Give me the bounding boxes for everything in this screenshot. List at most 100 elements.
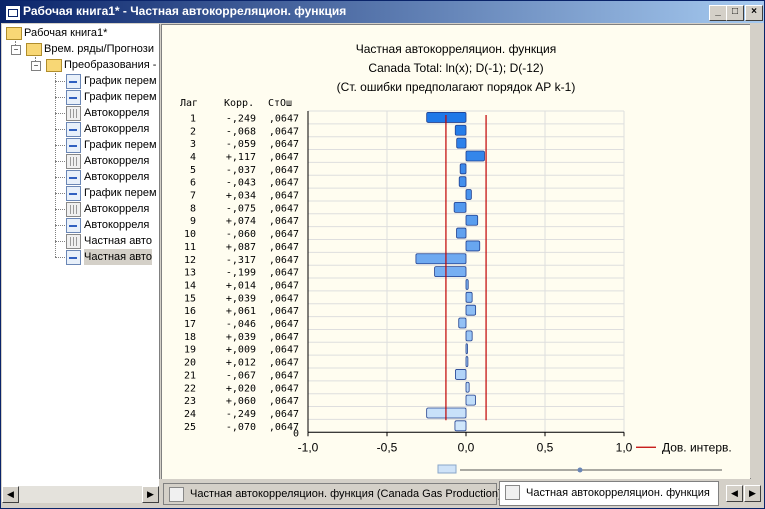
close-button[interactable]: × bbox=[745, 5, 763, 21]
header-se: СтОш bbox=[268, 98, 292, 109]
maximize-button[interactable]: □ bbox=[726, 5, 744, 21]
se-label: ,0647 bbox=[269, 268, 299, 279]
pacf-bar bbox=[465, 304, 477, 316]
x-tick-label: 0,5 bbox=[537, 440, 554, 454]
corr-label: -,249 bbox=[226, 113, 256, 124]
lag-label: 20 bbox=[184, 358, 196, 369]
header-corr: Корр. bbox=[224, 98, 254, 109]
corr-label: +,087 bbox=[226, 242, 256, 253]
tree-item-label: Автокорреля bbox=[84, 203, 150, 215]
folder-open-icon bbox=[46, 59, 62, 72]
pacf-bar bbox=[465, 330, 473, 342]
pacf-bar bbox=[465, 343, 468, 355]
graph-icon bbox=[66, 122, 81, 137]
corr-label: -,059 bbox=[226, 139, 256, 150]
lag-label: 9 bbox=[190, 216, 196, 227]
se-label: ,0647 bbox=[269, 203, 299, 214]
graph-icon bbox=[66, 250, 81, 265]
x-tick-label: -0,5 bbox=[377, 440, 398, 454]
workbook-icon bbox=[5, 5, 21, 21]
tab-pacf-canada-gas[interactable]: Частная автокорреляцион. функция (Canada… bbox=[163, 483, 502, 505]
tree-item-label: График перем bbox=[84, 91, 157, 103]
pacf-bar bbox=[465, 356, 469, 367]
lag-label: 24 bbox=[184, 409, 196, 420]
lag-label: 10 bbox=[184, 229, 196, 240]
x-tick-label: 1,0 bbox=[616, 440, 633, 454]
tree-item-label: Автокорреля bbox=[84, 107, 150, 119]
corr-label: -,043 bbox=[226, 178, 256, 189]
tab-pacf[interactable]: Частная автокорреляцион. функция bbox=[499, 481, 719, 506]
zoom-thumb bbox=[437, 464, 457, 474]
graph-icon bbox=[66, 74, 81, 89]
tree-item-label: Частная авто bbox=[84, 249, 152, 265]
spreadsheet-icon bbox=[66, 154, 81, 169]
chart-panel[interactable]: Частная автокорреляцион. функция Canada T… bbox=[161, 24, 751, 480]
lag-label: 4 bbox=[190, 152, 196, 163]
lag-label: 11 bbox=[184, 242, 196, 253]
tree-item-label: График перем bbox=[84, 139, 157, 151]
corr-label: +,074 bbox=[226, 216, 256, 227]
se-label: ,0647 bbox=[269, 113, 299, 124]
window-title: Рабочая книга1* - Частная автокорреляцио… bbox=[23, 4, 347, 18]
tab-scroll-left-button[interactable]: ◀ bbox=[726, 485, 743, 502]
lag-label: 17 bbox=[184, 319, 196, 330]
lag-label: 18 bbox=[184, 332, 196, 343]
lag-label: 12 bbox=[184, 255, 196, 266]
collapse-toggle[interactable]: − bbox=[11, 45, 21, 55]
tree-item-label: Автокорреля bbox=[84, 171, 150, 183]
title-bar[interactable]: Рабочая книга1* - Частная автокорреляцио… bbox=[1, 1, 764, 23]
tree-item-label: Автокорреля bbox=[84, 155, 150, 167]
corr-label: +,039 bbox=[226, 293, 256, 304]
lag-label: 7 bbox=[190, 191, 196, 202]
header-lag: Лаг bbox=[180, 98, 198, 109]
pacf-bar bbox=[455, 369, 467, 380]
corr-label: +,020 bbox=[226, 383, 256, 394]
se-label: ,0647 bbox=[269, 280, 299, 291]
lag-label: 3 bbox=[190, 139, 196, 150]
lag-label: 5 bbox=[190, 165, 196, 176]
graph-icon bbox=[66, 90, 81, 105]
corr-label: +,039 bbox=[226, 332, 256, 343]
pacf-bar bbox=[453, 201, 467, 213]
corr-label: +,034 bbox=[226, 191, 256, 202]
se-label: ,0647 bbox=[269, 383, 299, 394]
legend-label: Дов. интерв. bbox=[662, 440, 732, 454]
se-label: ,0647 bbox=[269, 152, 299, 163]
minimize-button[interactable]: _ bbox=[709, 5, 727, 21]
pacf-bar bbox=[465, 189, 472, 200]
workbook-tree[interactable]: Рабочая книга1* − Врем. ряды/Прогнози − … bbox=[2, 24, 160, 486]
lag-label: 25 bbox=[184, 422, 196, 433]
corr-label: +,009 bbox=[226, 345, 256, 356]
pan-slider-handle bbox=[577, 467, 583, 473]
se-label: ,0647 bbox=[269, 396, 299, 407]
se-label: ,0647 bbox=[269, 242, 299, 253]
se-label: ,0647 bbox=[269, 126, 299, 137]
chart-vertical-scrollbar[interactable] bbox=[750, 24, 764, 478]
pacf-bar bbox=[465, 150, 485, 162]
scroll-right-button[interactable]: ▶ bbox=[142, 486, 159, 503]
tab-scroll-right-button[interactable]: ▶ bbox=[744, 485, 761, 502]
collapse-toggle[interactable]: − bbox=[31, 61, 41, 71]
lag-label: 13 bbox=[184, 268, 196, 279]
pacf-bar bbox=[454, 124, 467, 136]
lag-label: 15 bbox=[184, 293, 196, 304]
lag-label: 1 bbox=[190, 113, 196, 124]
se-label: ,0647 bbox=[269, 409, 299, 420]
corr-label: -,070 bbox=[226, 422, 256, 433]
scroll-left-button[interactable]: ◀ bbox=[2, 486, 19, 503]
pacf-bar bbox=[454, 420, 467, 432]
chart-subtitle: Canada Total: ln(x); D(-1); D(-12) bbox=[368, 61, 543, 75]
corr-label: -,067 bbox=[226, 370, 256, 381]
pacf-chart: Частная автокорреляцион. функция Canada T… bbox=[180, 42, 732, 474]
se-label: ,0647 bbox=[269, 345, 299, 356]
se-label: ,0647 bbox=[269, 229, 299, 240]
folder-open-icon bbox=[26, 43, 42, 56]
tree-horizontal-scrollbar[interactable]: ◀ ▶ bbox=[2, 486, 159, 503]
graph-icon bbox=[66, 218, 81, 233]
lag-label: 2 bbox=[190, 126, 196, 137]
se-label: ,0647 bbox=[269, 178, 299, 189]
corr-label: +,117 bbox=[226, 152, 256, 163]
graph-icon bbox=[66, 170, 81, 185]
lag-label: 22 bbox=[184, 383, 196, 394]
